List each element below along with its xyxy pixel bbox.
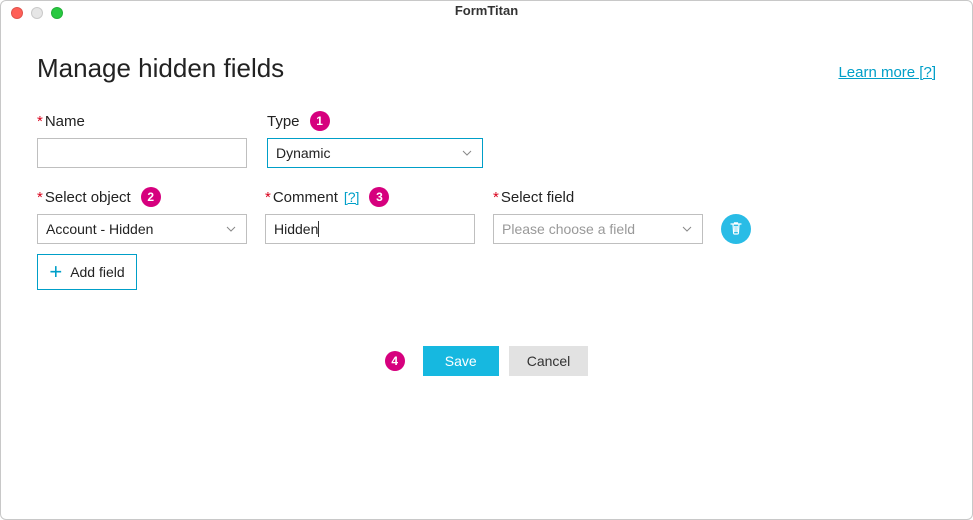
action-row: 4 Save Cancel xyxy=(37,346,936,376)
name-input[interactable] xyxy=(37,138,247,168)
select-field-group: *Select field Please choose a field xyxy=(493,186,703,244)
trash-icon xyxy=(728,220,744,239)
annotation-badge-2: 2 xyxy=(141,187,161,207)
type-select[interactable]: Dynamic xyxy=(267,138,483,168)
annotation-badge-1: 1 xyxy=(310,111,330,131)
annotation-badge-4: 4 xyxy=(385,351,405,371)
comment-help-link[interactable]: [?] xyxy=(344,189,360,205)
window-title: FormTitan xyxy=(1,3,972,18)
page-title: Manage hidden fields xyxy=(37,53,284,84)
cancel-button[interactable]: Cancel xyxy=(509,346,589,376)
annotation-badge-3: 3 xyxy=(369,187,389,207)
type-field-group: Type 1 Dynamic xyxy=(267,110,483,168)
chevron-down-icon xyxy=(678,220,696,238)
chevron-down-icon xyxy=(222,220,240,238)
comment-input[interactable]: Hidden xyxy=(265,214,475,244)
save-button[interactable]: Save xyxy=(423,346,499,376)
chevron-down-icon xyxy=(458,144,476,162)
add-field-button[interactable]: + Add field xyxy=(37,254,137,290)
comment-field-group: *Comment [?] 3 Hidden xyxy=(265,186,475,244)
learn-more-link[interactable]: Learn more [?] xyxy=(838,64,936,81)
comment-label: *Comment [?] 3 xyxy=(265,186,475,208)
field-select[interactable]: Please choose a field xyxy=(493,214,703,244)
name-label: *Name xyxy=(37,110,247,132)
delete-row-button[interactable] xyxy=(721,214,751,244)
type-label: Type 1 xyxy=(267,110,483,132)
titlebar: FormTitan xyxy=(1,1,972,23)
dialog-content: Manage hidden fields Learn more [?] *Nam… xyxy=(1,23,972,376)
text-caret xyxy=(318,221,319,237)
object-field-group: *Select object 2 Account - Hidden xyxy=(37,186,247,244)
object-select[interactable]: Account - Hidden xyxy=(37,214,247,244)
object-label: *Select object 2 xyxy=(37,186,247,208)
name-field-group: *Name xyxy=(37,110,247,168)
select-field-label: *Select field xyxy=(493,186,703,208)
app-window: FormTitan Manage hidden fields Learn mor… xyxy=(0,0,973,520)
